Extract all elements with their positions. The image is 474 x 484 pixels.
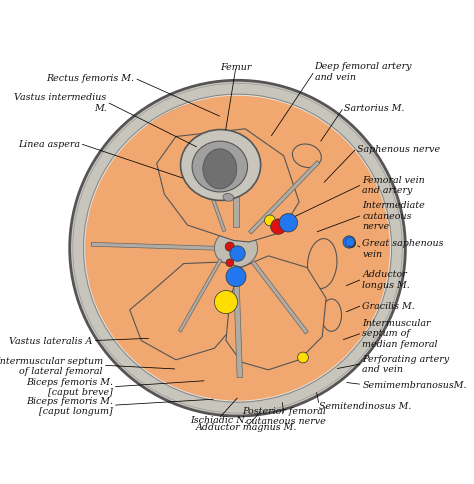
Text: Posterior femoral
cutaneous nerve: Posterior femoral cutaneous nerve bbox=[242, 406, 326, 425]
Ellipse shape bbox=[181, 130, 261, 201]
Text: Intermuscular septum
of lateral femoral: Intermuscular septum of lateral femoral bbox=[0, 356, 103, 375]
Text: Adductor magnus M.: Adductor magnus M. bbox=[196, 423, 298, 431]
Text: Intermediate
cutaneous
nerve: Intermediate cutaneous nerve bbox=[362, 201, 425, 230]
Circle shape bbox=[226, 267, 246, 287]
Polygon shape bbox=[130, 262, 245, 360]
Polygon shape bbox=[251, 261, 309, 334]
Ellipse shape bbox=[292, 145, 321, 168]
Circle shape bbox=[95, 99, 365, 368]
Ellipse shape bbox=[321, 300, 341, 332]
Text: Femur: Femur bbox=[220, 63, 252, 72]
Polygon shape bbox=[233, 270, 243, 378]
Text: Semitendinosus M.: Semitendinosus M. bbox=[319, 401, 411, 410]
Polygon shape bbox=[248, 161, 320, 235]
Ellipse shape bbox=[214, 229, 257, 268]
Circle shape bbox=[346, 238, 355, 247]
Circle shape bbox=[347, 240, 356, 248]
Text: Ischiadic N.: Ischiadic N. bbox=[190, 415, 247, 424]
Text: SemimembranosusM.: SemimembranosusM. bbox=[362, 380, 467, 389]
Text: Vastus intermedius
M.: Vastus intermedius M. bbox=[14, 93, 107, 112]
Polygon shape bbox=[233, 135, 239, 227]
Ellipse shape bbox=[308, 239, 337, 289]
Text: Femoral vein
and artery: Femoral vein and artery bbox=[362, 175, 425, 195]
Text: Rectus femoris M.: Rectus femoris M. bbox=[46, 75, 134, 83]
Text: Adductor
longus M.: Adductor longus M. bbox=[362, 270, 410, 289]
Ellipse shape bbox=[223, 194, 234, 202]
Ellipse shape bbox=[203, 150, 237, 189]
Circle shape bbox=[298, 352, 309, 363]
Text: Sartorius M.: Sartorius M. bbox=[344, 104, 404, 112]
Text: Gracilis M.: Gracilis M. bbox=[362, 301, 415, 310]
Circle shape bbox=[347, 240, 356, 248]
Circle shape bbox=[226, 259, 234, 267]
Text: Vastus lateralis A: Vastus lateralis A bbox=[9, 336, 93, 346]
Polygon shape bbox=[157, 130, 299, 242]
Polygon shape bbox=[226, 257, 326, 370]
Text: Linea aspera: Linea aspera bbox=[18, 140, 80, 149]
Polygon shape bbox=[91, 243, 215, 251]
Circle shape bbox=[343, 236, 356, 249]
Circle shape bbox=[230, 246, 245, 262]
Circle shape bbox=[271, 219, 286, 235]
Circle shape bbox=[83, 95, 392, 402]
Circle shape bbox=[70, 81, 405, 416]
Text: Biceps femoris M.
[caput breve]: Biceps femoris M. [caput breve] bbox=[26, 378, 113, 397]
Text: Perforating artery
and vein: Perforating artery and vein bbox=[362, 354, 449, 374]
Text: Saphenous nerve: Saphenous nerve bbox=[357, 144, 440, 153]
Circle shape bbox=[214, 291, 237, 314]
Circle shape bbox=[225, 242, 235, 252]
Circle shape bbox=[279, 214, 298, 232]
Circle shape bbox=[264, 215, 275, 227]
Text: Intermuscular
septum of
median femoral: Intermuscular septum of median femoral bbox=[362, 318, 438, 348]
Circle shape bbox=[85, 96, 390, 401]
Text: Biceps femoris M.
[caput longum]: Biceps femoris M. [caput longum] bbox=[26, 396, 113, 415]
Polygon shape bbox=[178, 259, 222, 333]
Ellipse shape bbox=[192, 142, 247, 193]
Polygon shape bbox=[196, 156, 226, 232]
Text: Deep femoral artery
and vein: Deep femoral artery and vein bbox=[315, 62, 412, 82]
Text: Great saphenous
vein: Great saphenous vein bbox=[362, 239, 444, 258]
